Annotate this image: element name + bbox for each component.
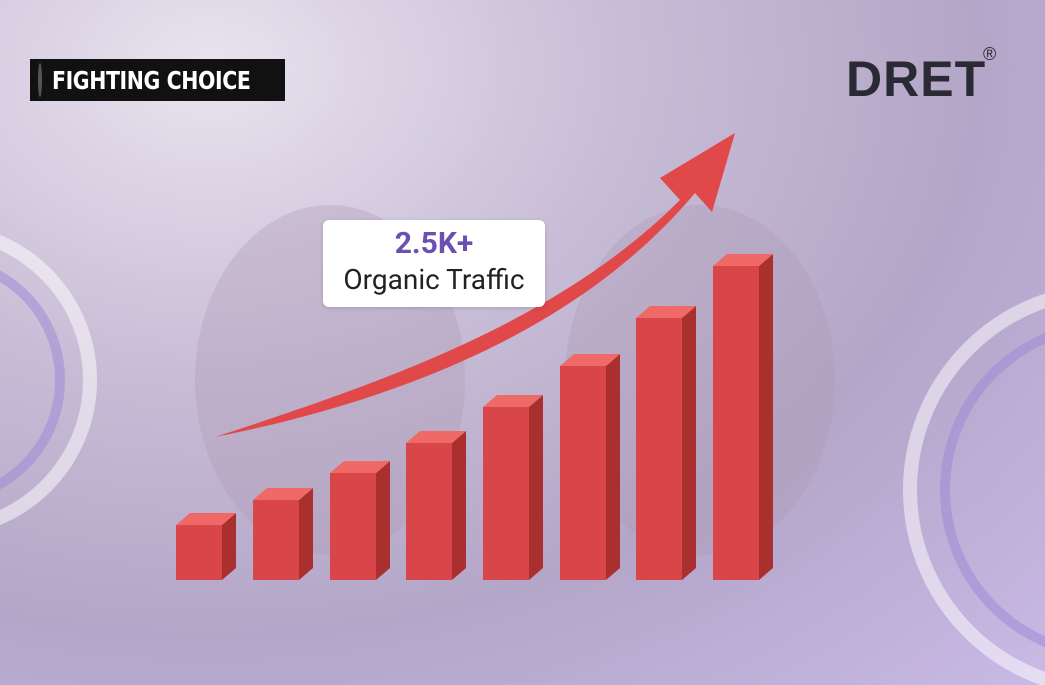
bar-top	[636, 306, 696, 318]
bar-side	[222, 513, 236, 580]
client-logo: FIGHTING CHOICE	[30, 59, 285, 101]
callout-value: 2.5K+	[394, 226, 474, 261]
bar-front	[483, 407, 529, 580]
bar-side	[299, 488, 313, 580]
bar-front	[406, 443, 452, 580]
bar-top	[483, 395, 543, 407]
bar-front	[176, 525, 222, 580]
callout-label: Organic Traffic	[343, 263, 525, 296]
client-badge	[38, 63, 42, 97]
bar-side	[529, 395, 543, 580]
agency-name: DRET	[846, 51, 987, 107]
bar-side	[376, 461, 390, 580]
arc	[0, 270, 65, 490]
bar-front	[253, 500, 299, 580]
client-name: FIGHTING CHOICE	[52, 65, 251, 95]
agency-logo: DRET ®	[846, 44, 996, 108]
bar-top	[560, 354, 620, 366]
bar-top	[713, 254, 773, 266]
arc	[903, 293, 1045, 685]
registered-mark: ®	[983, 44, 998, 64]
bar-top	[253, 488, 313, 500]
bar-side	[606, 354, 620, 580]
bar-top	[330, 461, 390, 473]
arc	[0, 234, 97, 526]
bar-front	[330, 473, 376, 580]
arc	[940, 332, 1045, 648]
bar-front	[713, 266, 759, 580]
bar-side	[759, 254, 773, 580]
callout: 2.5K+ Organic Traffic	[323, 220, 545, 307]
bar-side	[682, 306, 696, 580]
bar-top	[176, 513, 236, 525]
bar-front	[560, 366, 606, 580]
bar-side	[452, 431, 466, 580]
bar-top	[406, 431, 466, 443]
bar-front	[636, 318, 682, 580]
